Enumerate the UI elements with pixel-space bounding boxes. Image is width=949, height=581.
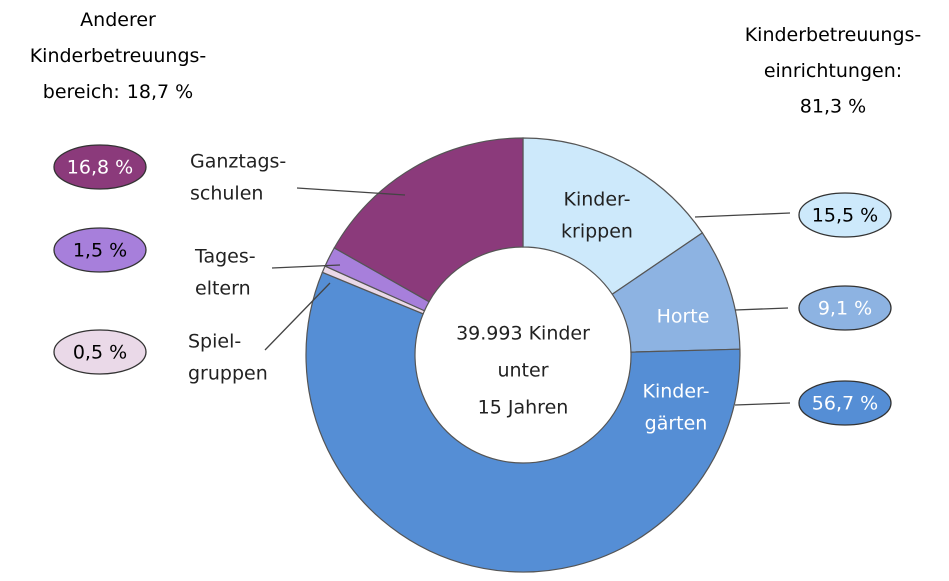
category-label: Tages-: [194, 246, 256, 268]
value-label: 0,5 %: [73, 342, 127, 364]
category-label: schulen: [190, 183, 263, 205]
group-value: 18,7 %: [127, 81, 193, 103]
value-pill: [798, 192, 892, 238]
category-label: Ganztags-: [190, 151, 286, 173]
group-value: 81,3 %: [800, 96, 866, 118]
value-label: 1,5 %: [73, 240, 127, 262]
leader-line: [734, 402, 791, 406]
group-heading-line: bereich:: [43, 81, 120, 103]
category-label: Horte: [657, 306, 710, 328]
value-pill: [798, 380, 892, 426]
group-heading: Anderer: [80, 9, 156, 31]
leader-line: [271, 264, 341, 269]
group-heading-line: Kinderbetreuungs-: [30, 45, 207, 67]
group-heading: bereich: 18,7 %: [43, 81, 193, 103]
value-label: 16,8 %: [67, 157, 133, 179]
leader-line: [694, 212, 791, 218]
value-label: 56,7 %: [812, 393, 878, 415]
group-heading-line: Kinderbetreuungs-: [745, 24, 922, 46]
value-label: 15,5 %: [812, 205, 878, 227]
group-heading: einrichtungen:: [764, 60, 902, 82]
category-label: eltern: [195, 278, 251, 300]
leader-line: [734, 307, 789, 311]
donut-segment: [305, 271, 741, 573]
value-pill: [798, 285, 892, 331]
category-label: gruppen: [188, 363, 268, 385]
category-label: Kinder-: [564, 189, 631, 211]
category-label: Kinder-: [643, 381, 710, 403]
group-heading-line: Anderer: [80, 9, 156, 31]
donut-segment: [522, 137, 704, 296]
group-heading: Kinderbetreuungs-: [745, 24, 922, 46]
center-text: 15 Jahren: [478, 397, 569, 419]
category-label: krippen: [561, 221, 633, 243]
value-pill: [53, 227, 147, 273]
center-text: unter: [497, 360, 548, 382]
group-heading: Kinderbetreuungs-: [30, 45, 207, 67]
value-label: 9,1 %: [818, 298, 872, 320]
center-text: 39.993 Kinder: [456, 323, 590, 345]
donut-segment: [333, 137, 524, 303]
leader-line: [296, 187, 406, 196]
category-label: Spiel-: [188, 331, 241, 353]
group-heading-line: einrichtungen:: [764, 60, 902, 82]
value-pill: [53, 329, 147, 375]
value-pill: [53, 144, 147, 190]
leader-line: [264, 282, 331, 351]
category-label: gärten: [645, 413, 708, 435]
